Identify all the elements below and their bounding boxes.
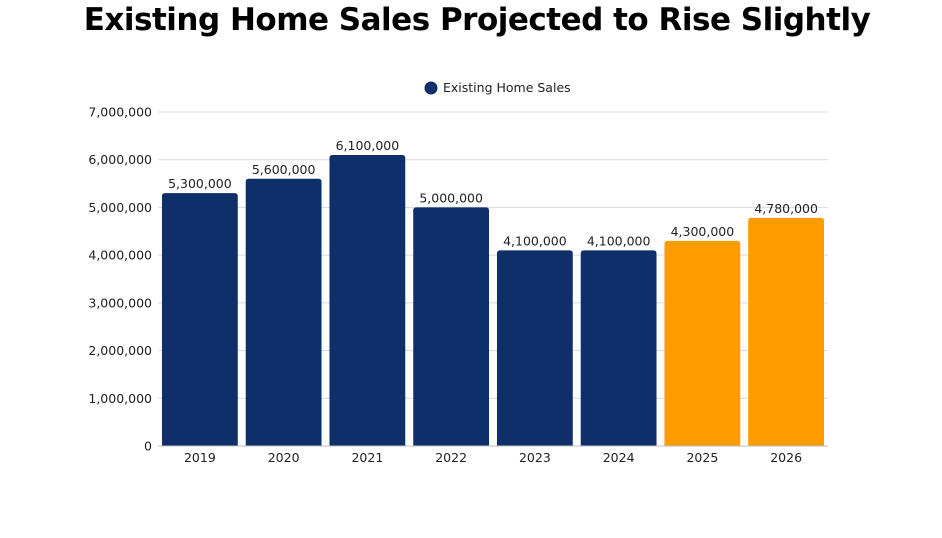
y-tick-label: 5,000,000 bbox=[88, 200, 152, 215]
x-tick-label-2021: 2021 bbox=[351, 450, 383, 465]
y-tick-label: 7,000,000 bbox=[88, 105, 152, 120]
x-tick-label-2026: 2026 bbox=[770, 450, 802, 465]
bar-2020[interactable] bbox=[245, 178, 322, 447]
x-tick-label-2023: 2023 bbox=[519, 450, 551, 465]
data-label-2024: 4,100,000 bbox=[587, 233, 651, 248]
x-tick-label-2019: 2019 bbox=[184, 450, 216, 465]
data-label-2020: 5,600,000 bbox=[252, 162, 316, 177]
bars bbox=[161, 154, 825, 447]
y-axis: 0 1,000,000 2,000,000 3,000,000 4,000,000 5,0… bbox=[88, 105, 152, 454]
x-tick-label-2024: 2024 bbox=[603, 450, 635, 465]
data-labels: 5,300,000 5,600,000 6,100,000 5,000,000 4,10… bbox=[168, 138, 818, 248]
data-label-2022: 5,000,000 bbox=[419, 190, 483, 205]
bar-2019[interactable] bbox=[161, 193, 238, 446]
x-axis: 2019 2020 2021 2022 2023 2024 2025 2026 bbox=[184, 450, 802, 465]
bar-2023[interactable] bbox=[496, 250, 573, 446]
y-tick-label: 6,000,000 bbox=[88, 152, 152, 167]
data-label-2021: 6,100,000 bbox=[336, 138, 400, 153]
legend[interactable]: Existing Home Sales bbox=[424, 80, 571, 95]
data-label-2025: 4,300,000 bbox=[671, 224, 735, 239]
bar-2026[interactable] bbox=[748, 217, 825, 446]
bar-2024[interactable] bbox=[580, 250, 657, 446]
y-tick-label: 4,000,000 bbox=[88, 248, 152, 263]
x-tick-label-2020: 2020 bbox=[268, 450, 300, 465]
data-label-2023: 4,100,000 bbox=[503, 233, 567, 248]
y-tick-label: 2,000,000 bbox=[88, 343, 152, 358]
bar-2022[interactable] bbox=[413, 207, 490, 446]
y-tick-label: 3,000,000 bbox=[88, 295, 152, 310]
legend-label: Existing Home Sales bbox=[443, 80, 571, 95]
data-label-2019: 5,300,000 bbox=[168, 176, 232, 191]
legend-marker bbox=[424, 81, 438, 95]
chart-title: Existing Home Sales Projected to Rise Sl… bbox=[83, 2, 871, 38]
bar-2021[interactable] bbox=[329, 154, 406, 446]
x-tick-label-2025: 2025 bbox=[686, 450, 718, 465]
y-tick-label: 0 bbox=[144, 439, 152, 454]
data-label-2026: 4,780,000 bbox=[754, 201, 818, 216]
bar-2025[interactable] bbox=[664, 240, 741, 446]
y-tick-label: 1,000,000 bbox=[88, 391, 152, 406]
x-tick-label-2022: 2022 bbox=[435, 450, 467, 465]
